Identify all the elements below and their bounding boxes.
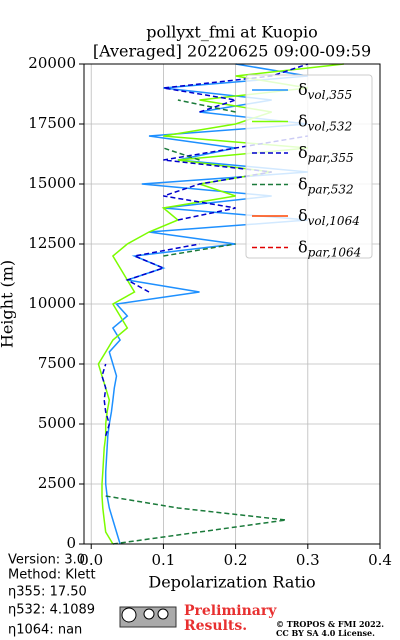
- info-text: Version: 3.0: [8, 553, 85, 568]
- license-logo-icon: [157, 608, 169, 620]
- legend-label: δpar,532: [298, 174, 354, 196]
- y-tick-label: 10000: [28, 294, 76, 312]
- y-tick-label: 0: [66, 534, 76, 552]
- legend: δvol,355 δvol,532 δpar,355 δpar,532 δvol,106…: [245, 74, 373, 259]
- y-tick-label: 15000: [28, 174, 76, 192]
- x-axis-label: Depolarization Ratio: [148, 573, 315, 592]
- legend-label: δvol,355: [298, 80, 352, 102]
- x-tick-label: 0.4: [368, 551, 392, 569]
- chart-title: pollyxt_fmi at Kuopio: [146, 23, 317, 42]
- license-text: CC BY SA 4.0 License.: [276, 628, 375, 638]
- preliminary-text: Results.: [184, 618, 247, 634]
- plot-frame: [83, 63, 381, 545]
- preliminary-text: Preliminary: [184, 603, 277, 619]
- legend-label: δpar,355: [298, 143, 354, 165]
- y-tick-label: 17500: [28, 114, 76, 132]
- x-tick-label: 0.1: [151, 551, 175, 569]
- legend-box: [245, 74, 373, 259]
- x-tick-label: 0.2: [224, 551, 248, 569]
- y-tick-label: 5000: [38, 414, 76, 432]
- license-logo-icon: [121, 607, 137, 623]
- y-tick-label: 2500: [38, 474, 76, 492]
- legend-label: δpar,1064: [298, 237, 361, 259]
- legend-label: δvol,532: [298, 111, 352, 133]
- y-axis-label: Height (m): [0, 260, 17, 348]
- info-text: Method: Klett: [8, 568, 96, 583]
- license-logo-icon: [143, 608, 155, 620]
- y-tick-label: 7500: [38, 354, 76, 372]
- legend-label: δvol,1064: [298, 206, 360, 228]
- x-tick-label: 0.0: [79, 551, 103, 569]
- chart-subtitle: [Averaged] 20220625 09:00-09:59: [93, 42, 371, 61]
- profile-line: [104, 63, 308, 545]
- y-tick-label: 12500: [28, 234, 76, 252]
- info-text: η355: 17.50: [8, 585, 87, 600]
- info-text: η532: 4.1089: [8, 603, 95, 618]
- info-text: η1064: nan: [8, 623, 82, 638]
- y-tick-label: 20000: [28, 54, 76, 72]
- copyright: © TROPOS & FMI 2022.: [276, 619, 384, 629]
- x-tick-label: 0.3: [296, 551, 320, 569]
